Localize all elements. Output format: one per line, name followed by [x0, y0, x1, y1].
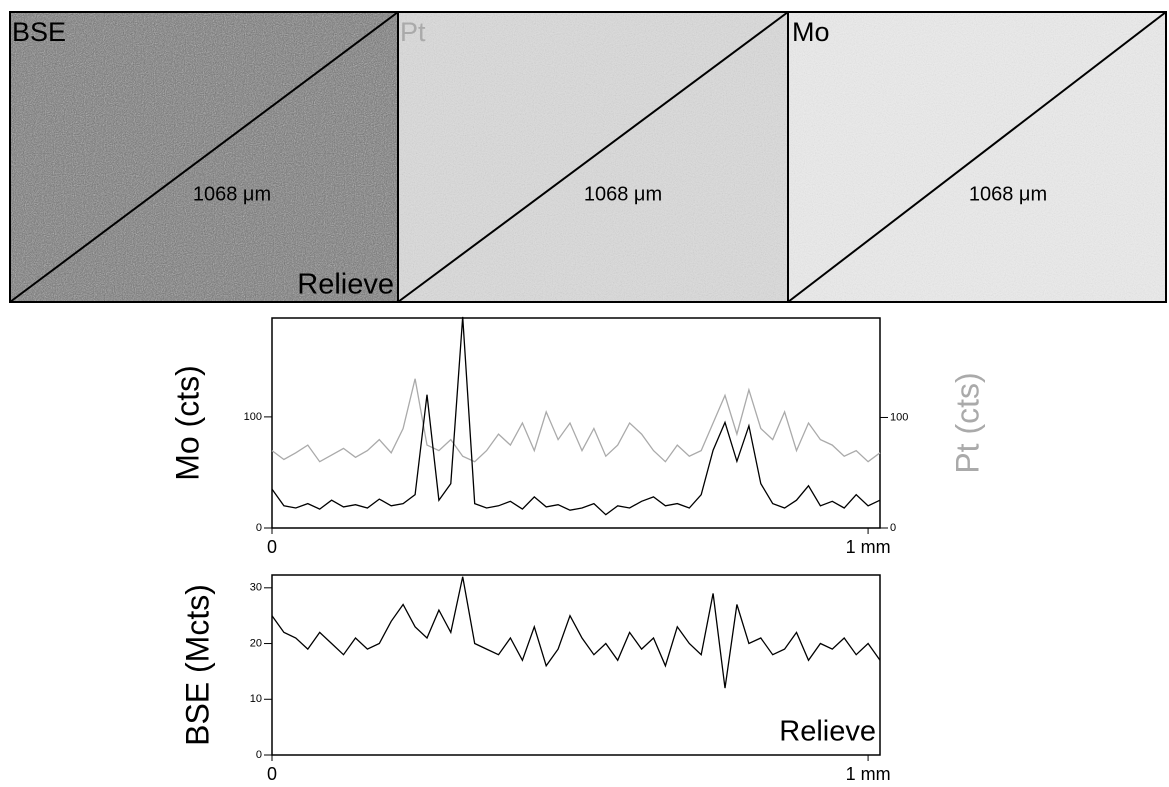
data-line — [271, 378, 881, 463]
y2-axis-title: Pt (cts) — [949, 372, 985, 473]
x-tick-label: 0 — [267, 764, 277, 784]
y-tick-label: 20 — [250, 637, 262, 649]
x-tick-label: 0 — [267, 537, 277, 557]
y-tick-label: 0 — [256, 749, 262, 761]
plot-frame — [271, 574, 881, 756]
panel-label: Mo — [792, 17, 830, 47]
x-tick-label: 1 mm — [846, 764, 891, 784]
y-tick-label: 0 — [256, 522, 262, 534]
panel-label: BSE — [12, 17, 66, 47]
y2-tick-label: 0 — [890, 522, 896, 534]
profile-line — [397, 11, 789, 303]
panel-border — [9, 11, 1167, 303]
panel-label: Pt — [400, 17, 426, 47]
data-line — [271, 316, 881, 516]
y2-tick-label: 100 — [890, 411, 908, 423]
scale-label: 1068 μm — [193, 183, 271, 205]
scale-label: 1068 μm — [969, 183, 1047, 205]
profile-line — [787, 11, 1167, 303]
y-tick-label: 30 — [250, 582, 262, 594]
annotation: Relieve — [779, 716, 876, 748]
y-tick-label: 100 — [244, 411, 262, 423]
data-line — [271, 576, 881, 689]
scale-label: 1068 μm — [584, 183, 662, 205]
y-axis-title: Mo (cts) — [169, 365, 205, 481]
y-axis-title: BSE (Mcts) — [179, 584, 215, 746]
panel-note: Relieve — [297, 269, 394, 301]
y-tick-label: 10 — [250, 693, 262, 705]
profile-line — [9, 11, 399, 303]
x-tick-label: 1 mm — [846, 537, 891, 557]
plot-frame — [271, 317, 881, 529]
